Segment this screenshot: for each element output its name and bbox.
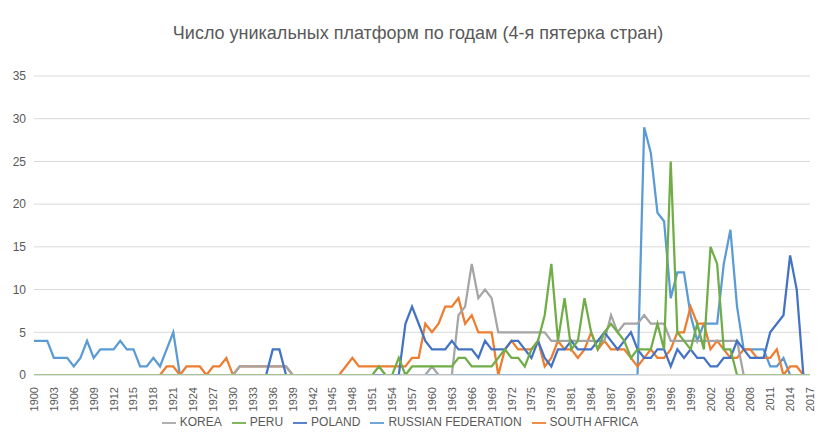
- svg-text:1981: 1981: [565, 387, 577, 411]
- svg-text:10: 10: [13, 283, 27, 297]
- svg-text:1936: 1936: [267, 387, 279, 411]
- svg-text:2014: 2014: [784, 387, 796, 411]
- svg-text:1948: 1948: [346, 387, 358, 411]
- svg-text:2005: 2005: [724, 387, 736, 411]
- html-text:Число уникальных платформ по г: Число уникальных платформ по годам (4-я …: [172, 23, 664, 43]
- svg-text:1915: 1915: [127, 387, 139, 411]
- svg-text:1930: 1930: [227, 387, 239, 411]
- svg-text:1996: 1996: [665, 387, 677, 411]
- svg-text:1912: 1912: [108, 387, 120, 411]
- svg-text:1972: 1972: [506, 387, 518, 411]
- svg-text:1963: 1963: [446, 387, 458, 411]
- svg-text:1939: 1939: [287, 387, 299, 411]
- svg-text:1942: 1942: [307, 387, 319, 411]
- svg-text:1918: 1918: [147, 387, 159, 411]
- html-text:RUSSIAN FEDERATION: RUSSIAN FEDERATION: [388, 415, 522, 429]
- svg-text:2008: 2008: [744, 387, 756, 411]
- svg-text:2002: 2002: [705, 387, 717, 411]
- html-text:PERU: PERU: [249, 415, 284, 429]
- svg-text:1960: 1960: [426, 387, 438, 411]
- svg-text:1975: 1975: [525, 387, 537, 411]
- svg-text:1903: 1903: [48, 387, 60, 411]
- svg-text:1924: 1924: [187, 387, 199, 411]
- svg-text:1999: 1999: [685, 387, 697, 411]
- svg-text:15: 15: [13, 240, 27, 254]
- svg-text:2017: 2017: [804, 387, 816, 411]
- svg-text:1921: 1921: [167, 387, 179, 411]
- svg-text:1957: 1957: [406, 387, 418, 411]
- svg-text:5: 5: [19, 326, 26, 340]
- svg-text:1933: 1933: [247, 387, 259, 411]
- svg-text:1945: 1945: [326, 387, 338, 411]
- svg-text:1990: 1990: [625, 387, 637, 411]
- svg-text:1906: 1906: [68, 387, 80, 411]
- html-text:SOUTH AFRICA: SOUTH AFRICA: [549, 415, 639, 429]
- svg-text:1954: 1954: [386, 387, 398, 411]
- svg-text:1978: 1978: [545, 387, 557, 411]
- svg-text:2011: 2011: [764, 387, 776, 411]
- svg-text:1993: 1993: [645, 387, 657, 411]
- svg-text:35: 35: [13, 69, 27, 83]
- svg-text:1984: 1984: [585, 387, 597, 411]
- svg-text:1969: 1969: [486, 387, 498, 411]
- html-text:KOREA: KOREA: [179, 415, 222, 429]
- svg-text:1909: 1909: [88, 387, 100, 411]
- html-text:POLAND: POLAND: [311, 415, 361, 429]
- svg-text:1951: 1951: [366, 387, 378, 411]
- svg-text:1927: 1927: [207, 387, 219, 411]
- svg-text:0: 0: [19, 368, 26, 382]
- svg-text:1987: 1987: [605, 387, 617, 411]
- svg-text:20: 20: [13, 197, 27, 211]
- svg-text:1966: 1966: [466, 387, 478, 411]
- svg-text:30: 30: [13, 112, 27, 126]
- svg-text:25: 25: [13, 155, 27, 169]
- svg-text:1900: 1900: [28, 387, 40, 411]
